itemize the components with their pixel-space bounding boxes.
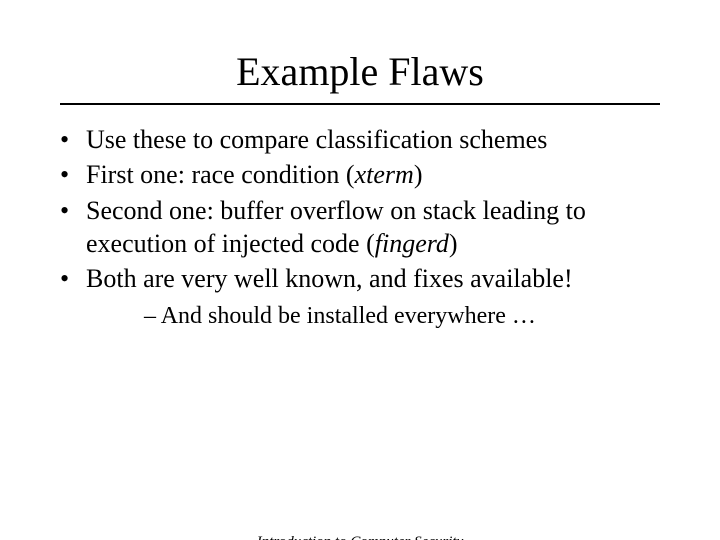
bullet-item: Second one: buffer overflow on stack lea… [58,194,662,261]
footer: November 1, 2004 Introduction to Compute… [0,533,720,540]
bullet-item: Both are very well known, and fixes avai… [58,262,662,332]
bullet-text: ) [414,160,423,189]
bullet-item: Use these to compare classification sche… [58,123,662,156]
italic-term: fingerd [375,229,449,258]
slide-body: Use these to compare classification sche… [58,123,662,332]
sub-bullet: And should be installed everywhere … [86,301,662,332]
bullet-text: Both are very well known, and fixes avai… [86,264,573,293]
footer-title-line: Introduction to Computer Security [257,534,464,540]
title-rule [60,103,660,105]
bullet-text: First one: race condition ( [86,160,355,189]
italic-term: xterm [355,160,414,189]
bullet-text: ) [449,229,458,258]
sub-bullet-text: And should be installed everywhere … [161,303,536,329]
bullet-text: Use these to compare classification sche… [86,125,547,154]
bullet-item: First one: race condition (xterm) [58,158,662,191]
bullet-list: Use these to compare classification sche… [58,123,662,332]
bullet-text: Second one: buffer overflow on stack lea… [86,196,586,258]
slide: Example Flaws Use these to compare class… [0,48,720,540]
slide-title: Example Flaws [0,48,720,95]
